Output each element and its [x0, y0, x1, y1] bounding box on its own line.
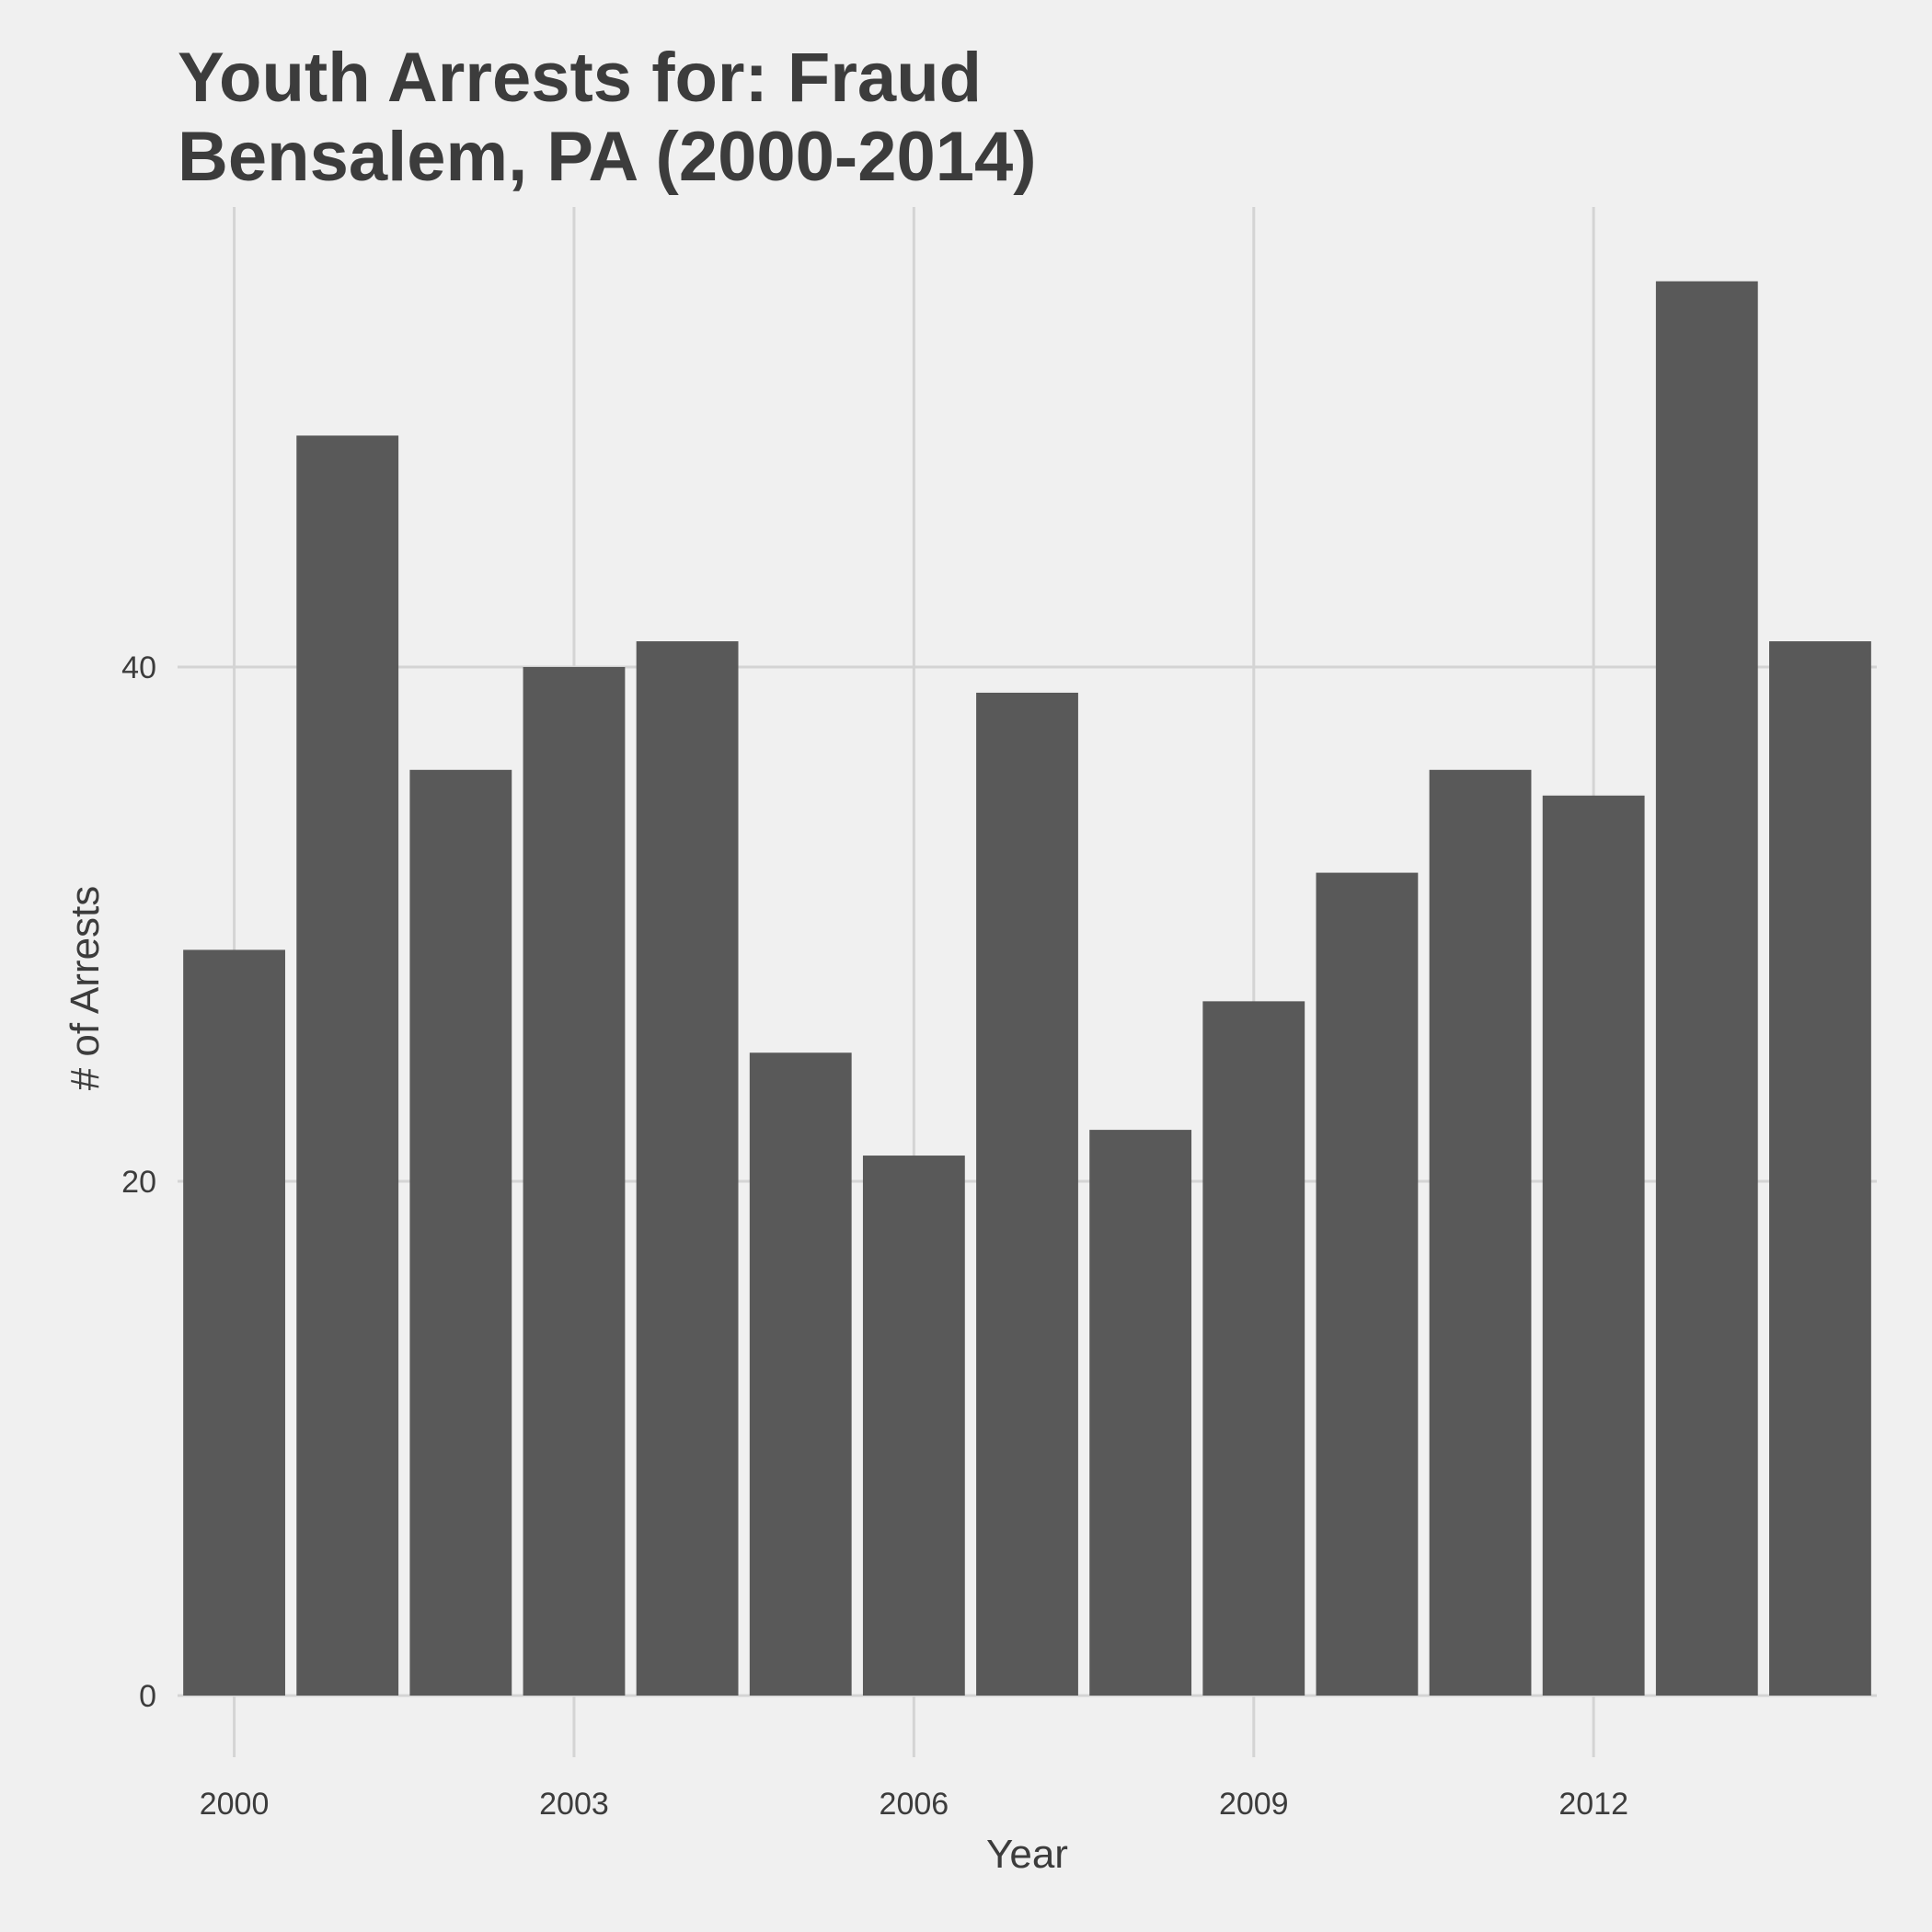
x-axis-title: Year: [986, 1832, 1068, 1877]
bar-2008: [1089, 1130, 1192, 1696]
bar-2014: [1769, 641, 1871, 1696]
bar-2010: [1316, 872, 1419, 1696]
bar-2004: [636, 641, 739, 1696]
bar-2007: [976, 692, 1078, 1696]
y-tick-label: 0: [139, 1679, 156, 1714]
x-tick-label: 2000: [200, 1787, 270, 1822]
chart-title-line-1: Youth Arrests for: Fraud: [178, 39, 983, 117]
bars: [183, 281, 1871, 1696]
bar-2009: [1202, 1001, 1305, 1696]
x-tick-label: 2006: [880, 1787, 949, 1822]
bar-2002: [409, 769, 512, 1696]
bar-2013: [1655, 281, 1758, 1696]
bar-2001: [296, 435, 399, 1696]
x-axis-ticks: 2000 2003 2006 2009 2012: [200, 1787, 1628, 1822]
chart-title-line-2: Bensalem, PA (2000-2014): [178, 118, 1037, 196]
bar-2005: [749, 1052, 852, 1696]
chart-title: Youth Arrests for: Fraud Bensalem, PA (2…: [178, 39, 1037, 197]
bar-2006: [862, 1156, 965, 1696]
x-tick-label: 2012: [1558, 1787, 1628, 1822]
x-tick-label: 2009: [1219, 1787, 1289, 1822]
x-tick-label: 2003: [539, 1787, 609, 1822]
bar-2000: [183, 949, 285, 1696]
bar-2011: [1429, 769, 1532, 1696]
bar-2012: [1542, 795, 1645, 1696]
y-axis-ticks: 0 20 40: [121, 650, 156, 1714]
y-tick-label: 20: [121, 1165, 156, 1200]
y-axis-title: # of Arrests: [63, 886, 108, 1091]
bar-2003: [523, 667, 626, 1696]
y-tick-label: 40: [121, 650, 156, 685]
